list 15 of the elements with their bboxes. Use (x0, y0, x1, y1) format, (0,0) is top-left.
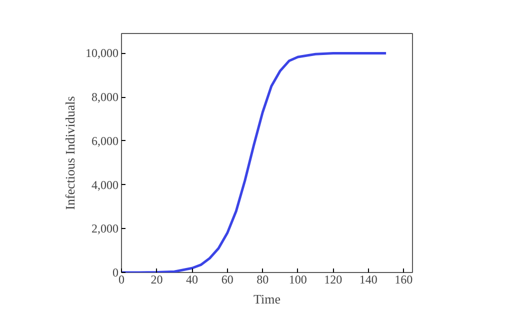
x-tick-label: 160 (394, 272, 413, 286)
y-axis-title: Infectious Individuals (62, 96, 78, 210)
x-tick-label: 120 (324, 272, 342, 286)
y-tick-label: 2,000 (92, 222, 118, 236)
x-axis-title: Time (254, 292, 281, 306)
x-tick-label: 60 (221, 272, 234, 286)
x-tick-label: 40 (186, 272, 198, 286)
x-tick-label: 20 (150, 272, 163, 286)
y-tick-label: 6,000 (92, 134, 118, 148)
y-tick-label: 10,000 (86, 46, 118, 60)
x-tick-label: 140 (359, 272, 378, 286)
y-tick-label: 8,000 (92, 90, 118, 104)
x-tick-label: 80 (256, 272, 269, 286)
y-tick-label: 4,000 (92, 178, 118, 192)
x-tick-label: 100 (288, 272, 307, 286)
